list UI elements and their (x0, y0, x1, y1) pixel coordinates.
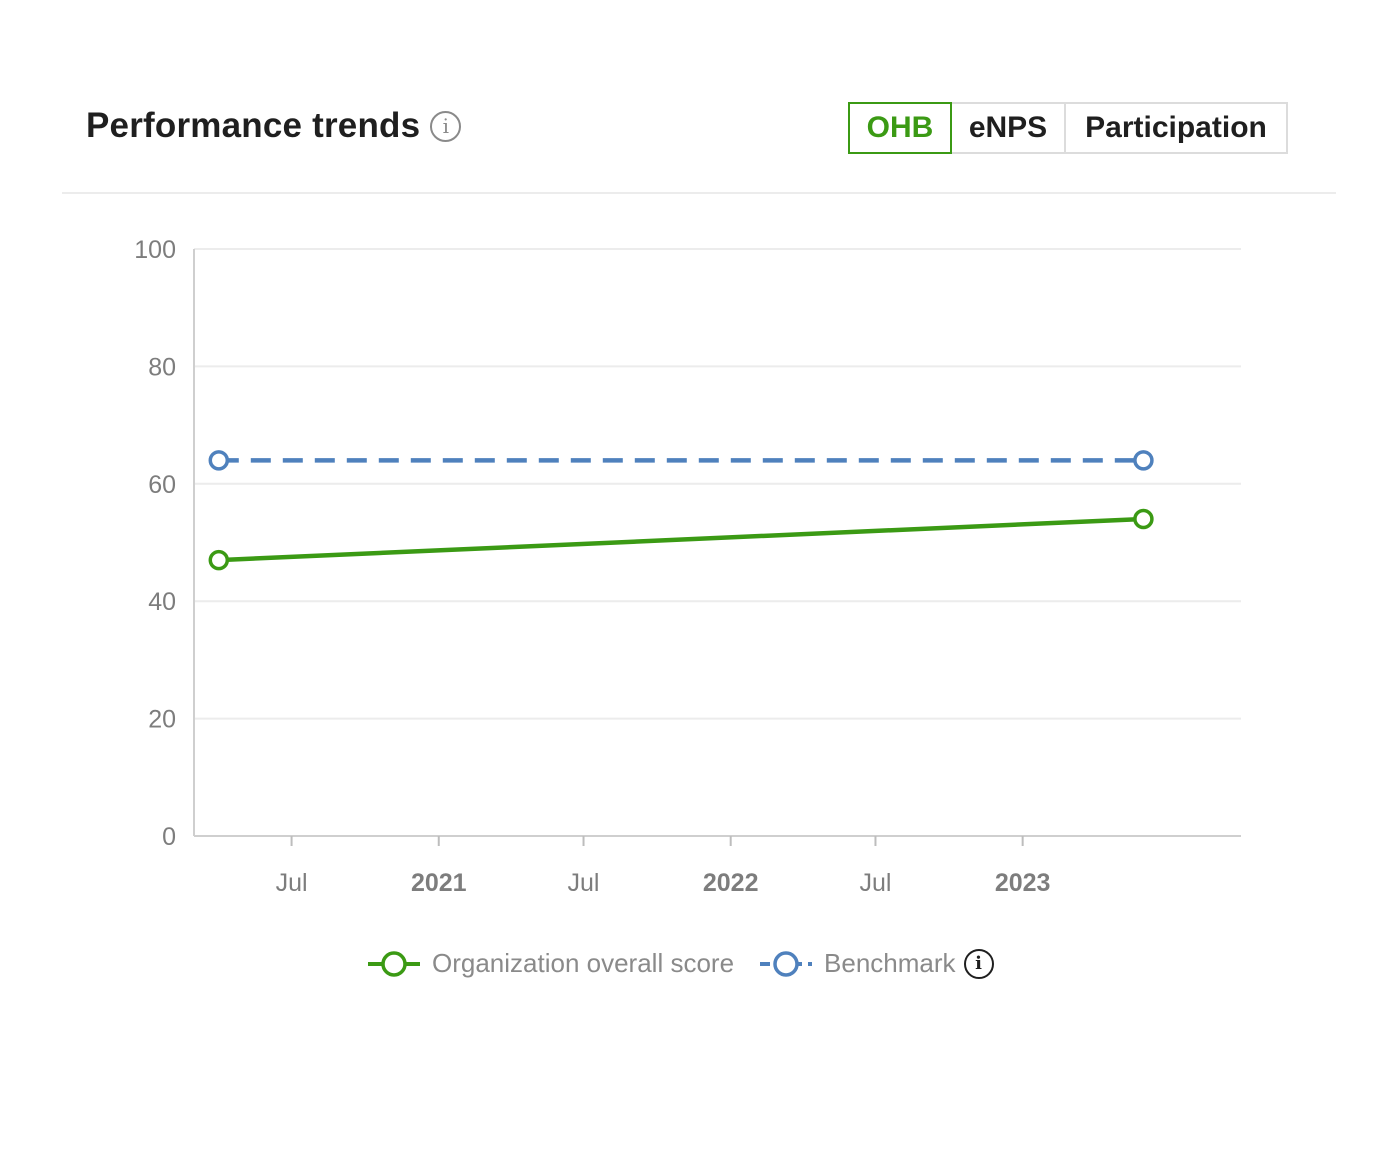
x-tick-label-3: 2022 (703, 869, 759, 897)
legend-line-solid-icon (368, 950, 420, 977)
x-tick-label-1: 2021 (411, 869, 467, 897)
tab-participation[interactable]: Participation (1064, 102, 1288, 154)
series-line-0 (218, 516, 1144, 563)
x-tick-label-2: Jul (568, 869, 600, 897)
y-tick-label-60: 60 (148, 471, 176, 499)
axis-layer: 0 20 40 60 80 100 Jul 2021 Jul 2022 Jul 2023 (134, 236, 1241, 897)
title-wrap: Performance trends i (86, 106, 462, 146)
title-info-icon[interactable]: i (430, 110, 462, 142)
series-layer (208, 450, 1154, 571)
legend-item-benchmark[interactable]: Benchmark i (758, 948, 994, 979)
y-tick-label-80: 80 (148, 353, 176, 381)
y-tick-label-0: 0 (162, 823, 176, 851)
y-tick-label-20: 20 (148, 706, 176, 734)
grid-layer (194, 248, 1241, 720)
x-tick-label-4: Jul (859, 869, 891, 897)
legend-label-organization-score: Organization overall score (432, 948, 735, 978)
x-tick-label-5: 2023 (995, 869, 1051, 897)
legend-label-benchmark: Benchmark (824, 948, 956, 978)
chart-legend: Organization overall score Benchmark i (366, 948, 994, 979)
y-tick-label-40: 40 (148, 588, 176, 616)
y-tick-label-100: 100 (134, 236, 176, 264)
series-1-point-0 (208, 450, 230, 471)
series-0-point-1 (1133, 508, 1154, 530)
benchmark-info-icon[interactable]: i (963, 948, 994, 979)
legend-line-dashed-icon (760, 950, 813, 977)
page-title: Performance trends (86, 106, 421, 145)
metric-tabs: OHB eNPS Participation (848, 102, 1288, 154)
legend-item-organization-score[interactable]: Organization overall score (366, 948, 734, 979)
x-tick-label-0: Jul (276, 869, 308, 897)
chart-header: Performance trends i OHB eNPS Participat… (62, 92, 1336, 194)
tab-ohb[interactable]: OHB (848, 102, 952, 154)
series-1-point-1 (1133, 450, 1154, 471)
series-0-point-0 (208, 549, 230, 571)
